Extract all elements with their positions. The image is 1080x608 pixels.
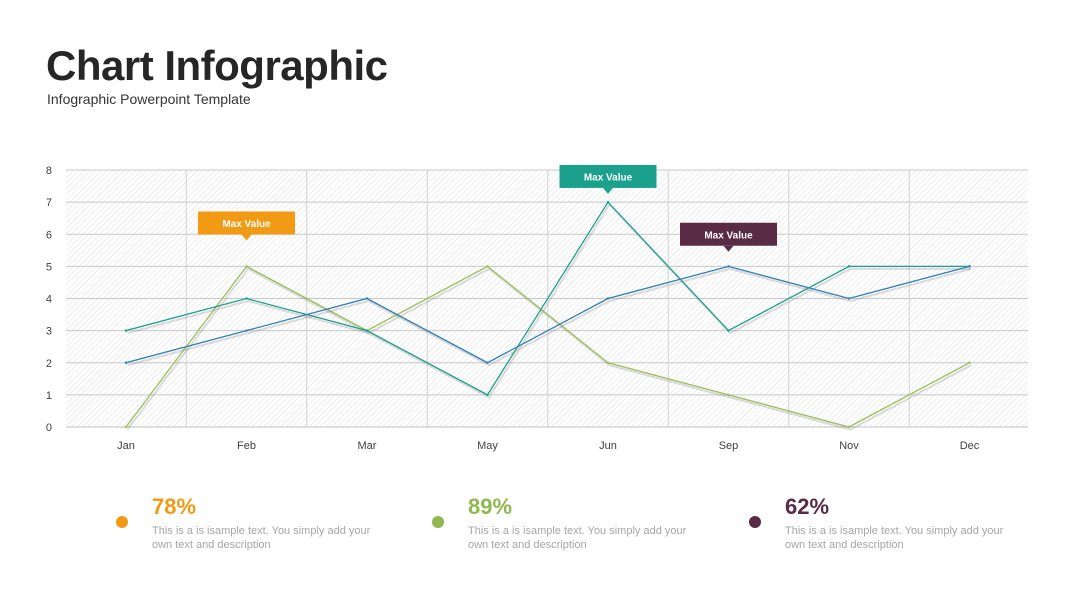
- data-point: [124, 425, 128, 429]
- y-tick-label: 6: [46, 229, 52, 241]
- data-point: [124, 329, 128, 332]
- data-point: [486, 265, 489, 268]
- y-tick-label: 4: [46, 294, 52, 306]
- y-tick-label: 3: [46, 326, 52, 338]
- callout-box: [559, 164, 657, 188]
- stat-description: This is a is isample text. You simply ad…: [468, 525, 687, 551]
- callout-label: Max Value: [584, 172, 633, 183]
- data-point: [245, 329, 248, 332]
- series-line-1: [125, 265, 970, 428]
- data-point: [486, 361, 489, 364]
- data-point: [847, 265, 851, 268]
- stat-dot: [749, 516, 761, 528]
- callout-box: [680, 222, 777, 246]
- data-point: [486, 393, 489, 397]
- callout-box: [198, 211, 295, 235]
- y-tick-label: 7: [46, 197, 52, 209]
- x-tick-label: Mar: [358, 440, 377, 452]
- page-title: Chart Infographic: [46, 42, 388, 89]
- x-tick-label: Sep: [719, 440, 739, 452]
- stat-dot: [116, 516, 128, 528]
- y-tick-label: 5: [46, 261, 52, 273]
- y-tick-label: 2: [46, 358, 52, 370]
- data-point: [968, 361, 971, 364]
- y-tick-label: 8: [46, 165, 52, 177]
- series-line-3: [125, 265, 970, 364]
- data-point: [847, 425, 851, 429]
- x-tick-label: Dec: [960, 440, 980, 452]
- y-tick-label: 1: [46, 390, 52, 402]
- callout-label: Max Value: [222, 219, 271, 230]
- series-line-2: [125, 201, 970, 396]
- data-point: [124, 361, 128, 364]
- stat-percent: 78%: [152, 494, 197, 519]
- stat-percent: 62%: [785, 494, 830, 519]
- callout-pointer: [241, 234, 252, 241]
- data-point: [727, 329, 730, 332]
- stat-percent: 89%: [468, 494, 513, 519]
- x-tick-label: Nov: [839, 440, 859, 452]
- stat-dot: [432, 516, 444, 528]
- stat-block-2: 89% This is a is isample text. You simpl…: [432, 494, 708, 552]
- data-point: [245, 265, 248, 268]
- x-tick-label: Jun: [599, 440, 617, 452]
- data-point: [968, 265, 971, 268]
- data-point: [847, 297, 851, 300]
- data-point: [365, 329, 369, 332]
- data-point: [606, 297, 610, 300]
- data-point: [606, 200, 610, 204]
- data-point: [245, 297, 248, 300]
- data-point: [727, 393, 730, 397]
- page-subtitle: Infographic Powerpoint Template: [47, 91, 251, 107]
- data-point: [365, 297, 369, 300]
- series-line-shadow: [126, 267, 972, 431]
- stat-description: This is a is isample text. You simply ad…: [152, 525, 371, 551]
- series-line-shadow: [127, 267, 972, 367]
- y-tick-label: 0: [46, 422, 52, 434]
- stat-block-3: 62% This is a is isample text. You simpl…: [749, 494, 1025, 552]
- max-value-callout: Max Value: [198, 211, 295, 241]
- x-tick-label: May: [477, 440, 498, 452]
- data-point: [606, 361, 610, 364]
- x-tick-label: Jan: [117, 440, 135, 452]
- callout-label: Max Value: [704, 230, 753, 241]
- stat-description: This is a is isample text. You simply ad…: [785, 525, 1004, 551]
- line-chart: 0 1 2 3 4 5 6 7 8 Jan Feb Mar May Jun Sep Nov Dec Max Va…: [46, 164, 1028, 452]
- x-tick-label: Feb: [237, 440, 256, 452]
- max-value-callout: Max Value: [559, 164, 657, 194]
- data-point: [727, 265, 730, 268]
- series-line-shadow: [127, 202, 971, 399]
- callout-pointer: [723, 245, 734, 252]
- stat-block-1: 78% This is a is isample text. You simpl…: [116, 494, 392, 552]
- callout-pointer: [603, 187, 613, 194]
- max-value-callout: Max Value: [680, 222, 777, 252]
